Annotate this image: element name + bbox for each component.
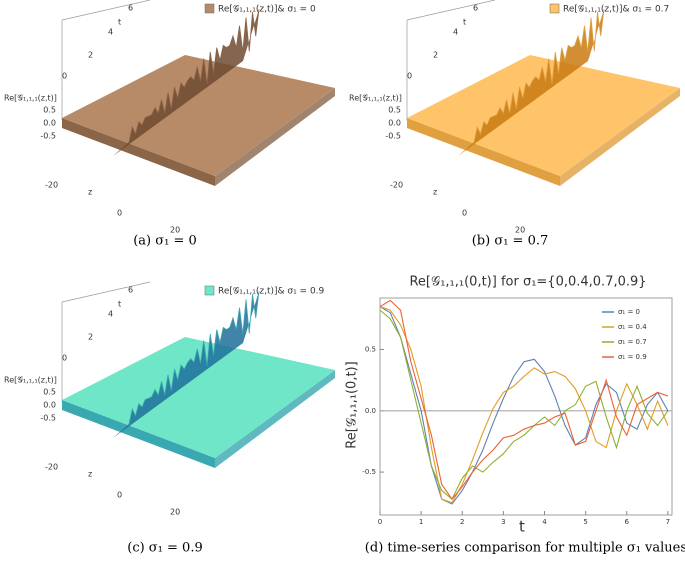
- t-axis-label: t: [118, 300, 121, 309]
- x-axis-label: t: [519, 518, 525, 536]
- t-tick-label: 4: [108, 310, 113, 319]
- t-tick-label: 4: [453, 28, 458, 37]
- value-tick-label: 0.5: [43, 106, 56, 115]
- back-tick-label: 0: [407, 72, 412, 81]
- caption: (c) σ₁ = 0.9: [127, 541, 202, 556]
- legend-label: Re[𝒢₁,₁,₁(z,t)]& σ₁ = 0.9: [218, 287, 325, 297]
- surface-panel: Re[𝒢₁,₁,₁(z,t)]& σ₁ = 0.7 6 4 2 t 0 Re[𝒢₁,₁,₁(…: [349, 0, 680, 235]
- x-tick-label: 0: [378, 518, 382, 526]
- surface-ridge: [458, 9, 604, 157]
- z-tick-label: -20: [390, 181, 403, 190]
- legend-label: σ₁ = 0.9: [618, 353, 647, 361]
- surface-ridge-edge: [128, 291, 260, 425]
- legend-label: Re[𝒢₁,₁,₁(z,t)]& σ₁ = 0: [218, 5, 316, 15]
- z-tick-label: 0: [462, 209, 467, 218]
- x-tick-label: 3: [501, 518, 505, 526]
- surface-plane: [62, 55, 335, 176]
- z-tick-label: 20: [515, 226, 525, 235]
- value-tick-label: -0.5: [40, 414, 56, 423]
- legend-swatch: [204, 285, 215, 296]
- z-tick-label: 0: [117, 491, 122, 500]
- surface-side: [62, 400, 215, 468]
- box-edge: [61, 281, 151, 303]
- surface-ridge: [113, 291, 259, 438]
- surface-side: [62, 118, 215, 186]
- z-axis-label: z: [88, 188, 92, 197]
- x-tick-label: 7: [666, 518, 670, 526]
- z-tick-label: 0: [117, 209, 122, 218]
- value-tick-label: -0.5: [40, 132, 56, 141]
- series-line: [379, 309, 669, 500]
- t-axis-label: t: [463, 18, 466, 27]
- legend-swatch: [204, 3, 215, 14]
- box-edge: [61, 0, 151, 21]
- z-axis-label: z: [88, 470, 92, 479]
- series-line: [379, 299, 669, 500]
- t-tick-label: 2: [88, 333, 93, 342]
- surface-panel: Re[𝒢₁,₁,₁(z,t)]& σ₁ = 0 6 4 2 t 0 Re[𝒢₁,₁,₁(z,…: [4, 0, 335, 235]
- surface-ridge-edge: [473, 9, 605, 143]
- legend-label: Re[𝒢₁,₁,₁(z,t)]& σ₁ = 0.7: [563, 5, 669, 15]
- surface-side: [560, 88, 680, 186]
- value-axis-label: Re[𝒢₁,₁,₁(z,t)]: [349, 94, 402, 103]
- z-tick-label: -20: [45, 463, 58, 472]
- value-axis-label: Re[𝒢₁,₁,₁(z,t)]: [4, 376, 57, 385]
- t-axis-label: t: [118, 18, 121, 27]
- surface-ridge-edge: [128, 9, 260, 143]
- plot-frame: [379, 297, 673, 516]
- t-tick-label: 6: [128, 4, 133, 13]
- surface-side: [215, 370, 335, 468]
- legend-swatch: [549, 3, 560, 14]
- surface-ridge: [113, 9, 259, 157]
- surface-side: [407, 118, 560, 186]
- caption: (a) σ₁ = 0: [133, 234, 197, 249]
- surface-plane: [407, 55, 680, 176]
- z-tick-label: 20: [170, 508, 180, 517]
- y-tick-label: -0.5: [362, 468, 376, 476]
- chart-title: Re[𝒢₁,₁,₁(0,t)] for σ₁={0,0.4,0.7,0.9}: [409, 275, 646, 290]
- value-axis-label: Re[𝒢₁,₁,₁(z,t)]: [4, 94, 57, 103]
- z-tick-label: -20: [45, 181, 58, 190]
- caption: (b) σ₁ = 0.7: [472, 234, 549, 249]
- t-tick-label: 6: [473, 4, 478, 13]
- t-tick-label: 6: [128, 286, 133, 295]
- t-tick-label: 4: [108, 28, 113, 37]
- value-tick-label: 0.5: [388, 106, 401, 115]
- x-tick-label: 5: [583, 518, 587, 526]
- y-tick-label: 0.0: [365, 407, 376, 415]
- back-tick-label: 0: [62, 72, 67, 81]
- x-tick-label: 4: [542, 518, 547, 526]
- x-tick-label: 6: [625, 518, 630, 526]
- y-tick-label: 0.5: [365, 345, 376, 353]
- z-tick-label: 20: [170, 226, 180, 235]
- legend-label: σ₁ = 0: [618, 308, 640, 316]
- legend-label: σ₁ = 0.4: [618, 323, 647, 331]
- value-tick-label: 0.0: [43, 119, 56, 128]
- value-tick-label: 0.5: [43, 388, 56, 397]
- legend-label: σ₁ = 0.7: [618, 338, 647, 346]
- z-axis-label: z: [433, 188, 437, 197]
- back-tick-label: 0: [62, 354, 67, 363]
- box-edge: [406, 0, 496, 21]
- caption: (d) time-series comparison for multiple …: [365, 541, 685, 556]
- value-tick-label: -0.5: [385, 132, 401, 141]
- series-line: [379, 306, 669, 504]
- surface-panel: Re[𝒢₁,₁,₁(z,t)]& σ₁ = 0.9 6 4 2 t 0 Re[𝒢₁,₁,₁(…: [4, 281, 335, 517]
- y-axis-label: Re[𝒢₁,₁,₁(0,t)]: [345, 361, 360, 448]
- x-tick-label: 2: [460, 518, 464, 526]
- t-tick-label: 2: [88, 51, 93, 60]
- value-tick-label: 0.0: [43, 401, 56, 410]
- surface-plane: [62, 337, 335, 458]
- t-tick-label: 2: [433, 51, 438, 60]
- value-tick-label: 0.0: [388, 119, 401, 128]
- x-tick-label: 1: [419, 518, 423, 526]
- surface-side: [215, 88, 335, 186]
